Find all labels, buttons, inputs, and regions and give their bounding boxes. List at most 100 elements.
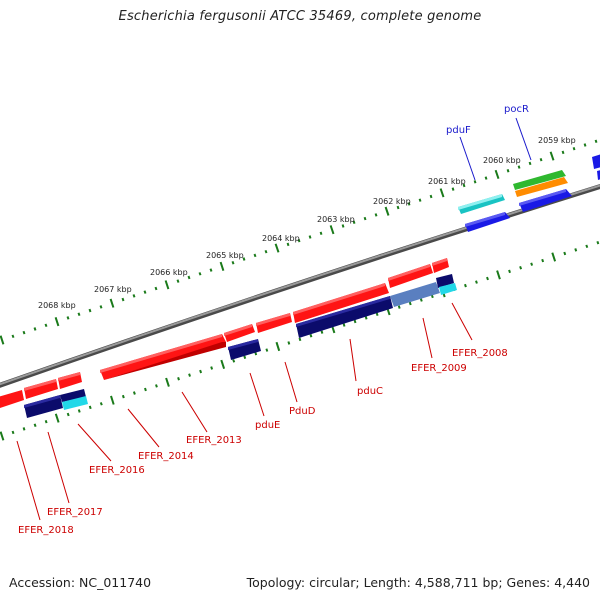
minor-tick [210,366,214,370]
minor-tick [363,216,367,221]
minor-tick [198,272,202,276]
minor-tick [132,294,136,298]
gene-efer-2017-navy[interactable] [24,395,63,418]
minor-tick [530,262,534,266]
minor-tick [583,143,587,147]
major-tick [329,225,335,235]
gene-efer-2016-cyan[interactable] [62,396,88,410]
minor-tick [88,405,92,410]
gene-label-pdud[interactable]: PduD [289,406,316,417]
gene-label-efer-2008[interactable]: EFER_2008 [452,348,508,359]
gene-efer-2017-red[interactable] [0,390,24,408]
minor-tick [242,257,246,261]
minor-tick [319,231,323,236]
minor-tick [519,265,523,270]
scale-label: 2061 kbp [428,177,466,186]
gene-efer-2016-navy[interactable] [60,389,86,402]
gene-efer-2013[interactable] [100,334,226,380]
minor-tick [44,419,48,424]
major-tick [109,298,115,308]
minor-tick [320,330,324,334]
major-tick [0,335,5,345]
gene-efer-2016-red[interactable] [24,379,58,399]
gene-label-pduc[interactable]: pduC [357,386,383,397]
major-tick [549,151,555,161]
gene-efer-2008-cyan[interactable] [439,283,457,295]
minor-tick [297,238,301,243]
minor-tick [88,308,92,313]
minor-tick [429,194,433,199]
major-tick [275,341,281,352]
gene-pocr-blue[interactable] [519,189,572,212]
minor-tick [11,334,15,339]
minor-tick [486,276,489,281]
minor-tick [199,369,203,374]
minor-tick [517,165,521,169]
major-tick [54,413,60,423]
gene-efer-2009-lightblue[interactable] [390,282,440,307]
gene-efer-2014-red[interactable] [58,372,82,389]
minor-tick [77,409,81,413]
minor-tick [155,384,158,388]
gene-label-pocr[interactable]: pocR [504,104,529,115]
gene-label-pdue[interactable]: pduE [255,420,280,431]
major-tick [494,169,500,180]
minor-tick [143,290,147,294]
genome-backbone [0,183,600,388]
gene-edge-blue[interactable] [592,153,600,169]
major-tick [219,261,225,272]
minor-tick [397,305,401,309]
gene-label-efer-2017[interactable]: EFER_2017 [47,507,103,518]
minor-tick [232,359,236,363]
minor-tick [243,355,247,359]
minor-tick [574,248,578,252]
minor-tick [11,430,15,435]
minor-tick [475,280,478,284]
scale-label: 2062 kbp [373,197,411,206]
gene-efer-2008-navy[interactable] [436,274,454,288]
gene-label-efer-2014[interactable]: EFER_2014 [138,451,194,462]
minor-tick [309,334,313,338]
gene-efer-2009-red[interactable] [388,264,433,288]
minor-tick [374,213,378,217]
minor-tick [286,242,290,247]
minor-tick [352,220,356,224]
minor-tick [287,341,291,345]
minor-tick [484,176,488,180]
minor-tick [572,146,576,151]
gene-pduc-navy[interactable] [296,296,393,338]
minor-tick [451,187,455,191]
gene-label-efer-2016[interactable]: EFER_2016 [89,465,145,476]
scale-label: 2059 kbp [538,136,576,145]
major-tick [220,359,226,370]
major-tick [439,188,445,198]
minor-tick [33,327,37,331]
gene-label-efer-2013[interactable]: EFER_2013 [186,435,242,446]
minor-tick [22,330,26,335]
gene-label-efer-2009[interactable]: EFER_2009 [411,363,467,374]
gene-orange[interactable] [515,177,568,197]
reverse-features [0,258,457,418]
minor-tick [22,427,26,431]
minor-tick [144,387,147,392]
map-title: Escherichia fergusonii ATCC 35469, compl… [118,9,482,24]
gene-pduf-blue[interactable] [465,212,510,232]
gene-label-pduf[interactable]: pduF [446,125,471,136]
outer-scale-ticks [0,139,598,345]
minor-tick [264,249,268,254]
minor-tick [308,235,312,239]
gene-pdue-navy[interactable] [228,339,261,360]
scale-label: 2067 kbp [94,285,132,294]
forward-features-upper [458,153,600,232]
minor-tick [353,319,357,324]
minor-tick [132,391,136,395]
major-tick [274,243,280,253]
gene-pduc-red[interactable] [293,283,389,323]
accession-text: Accession: NC_011740 [9,575,152,590]
scale-label: 2060 kbp [483,156,521,165]
minor-tick [187,275,191,280]
gene-green[interactable] [513,170,566,190]
minor-tick [563,251,567,256]
minor-tick [342,323,346,327]
gene-label-efer-2018[interactable]: EFER_2018 [18,525,74,536]
